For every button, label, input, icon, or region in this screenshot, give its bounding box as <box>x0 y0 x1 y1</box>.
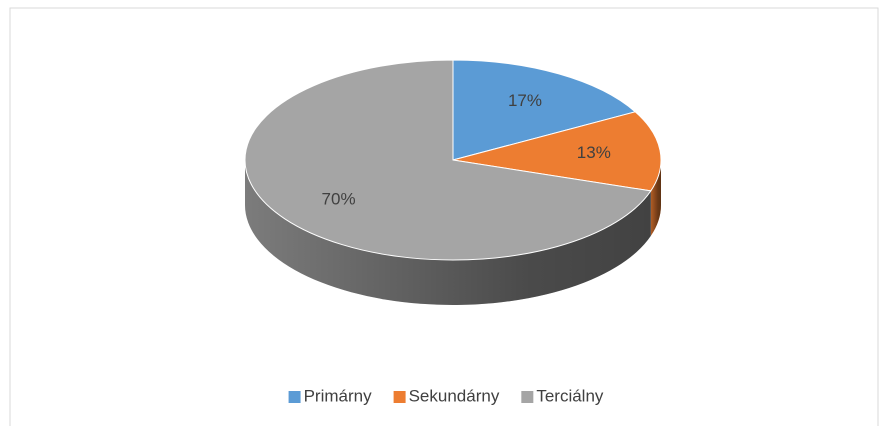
legend-swatch <box>521 391 534 403</box>
legend-label: Terciálny <box>536 386 604 405</box>
legend: Primárny Sekundárny Terciálny <box>288 386 604 405</box>
legend-swatch <box>288 391 301 403</box>
slice <box>452 111 662 192</box>
slice-side-shade <box>245 160 651 305</box>
legend-label: Sekundárny <box>409 386 500 405</box>
chart-border <box>9 7 879 426</box>
slice <box>452 59 637 161</box>
slice <box>244 59 652 261</box>
data-label: 13% <box>577 143 611 162</box>
slice-side-shade <box>650 160 661 236</box>
legend-label: Primárny <box>304 386 373 405</box>
legend-swatch <box>393 391 406 403</box>
data-label: 70% <box>322 189 356 208</box>
data-label: 17% <box>508 91 542 110</box>
